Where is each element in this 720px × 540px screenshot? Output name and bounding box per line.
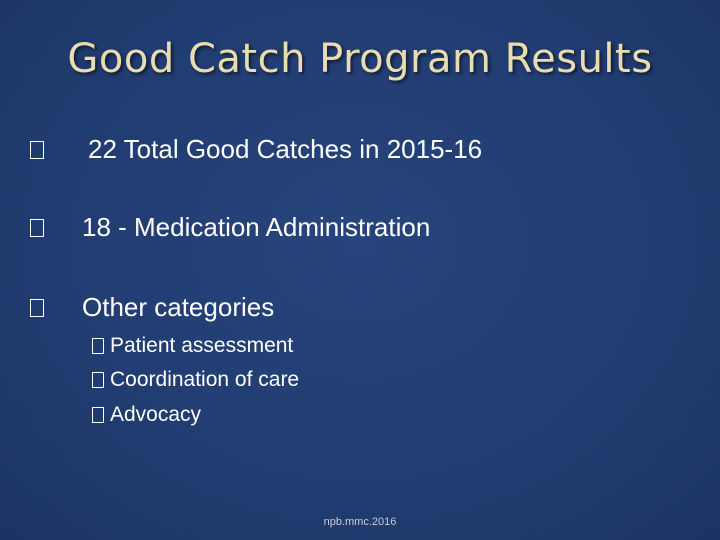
sub-bullet-coordination: Coordination of care bbox=[92, 368, 299, 392]
sub-bullet-text: Patient assessment bbox=[110, 334, 294, 357]
bullet-text: 22 Total Good Catches in 2015-16 bbox=[88, 134, 483, 164]
bullet-box-icon bbox=[30, 218, 44, 237]
sub-bullet-advocacy: Advocacy bbox=[92, 403, 201, 427]
sub-bullet-box-icon bbox=[92, 407, 104, 423]
sub-bullet-patient-assessment: Patient assessment bbox=[92, 334, 293, 358]
bullet-medication: 18 - Medication Administration bbox=[30, 212, 430, 243]
bullet-total-catches: 22 Total Good Catches in 2015-16 bbox=[30, 134, 482, 165]
bullet-text: Other categories bbox=[82, 292, 275, 322]
sub-bullet-box-icon bbox=[92, 372, 104, 388]
sub-bullet-box-icon bbox=[92, 338, 104, 354]
sub-bullet-text: Advocacy bbox=[110, 403, 202, 426]
bullet-other-categories: Other categories bbox=[30, 292, 274, 323]
slide-title: Good Catch Program Results bbox=[67, 36, 653, 82]
sub-bullet-text: Coordination of care bbox=[110, 368, 300, 391]
bullet-text: 18 - Medication Administration bbox=[82, 212, 431, 242]
bullet-box-icon bbox=[30, 298, 44, 317]
slide-footer: npb.mmc.2016 bbox=[323, 516, 397, 528]
bullet-box-icon bbox=[30, 140, 44, 159]
